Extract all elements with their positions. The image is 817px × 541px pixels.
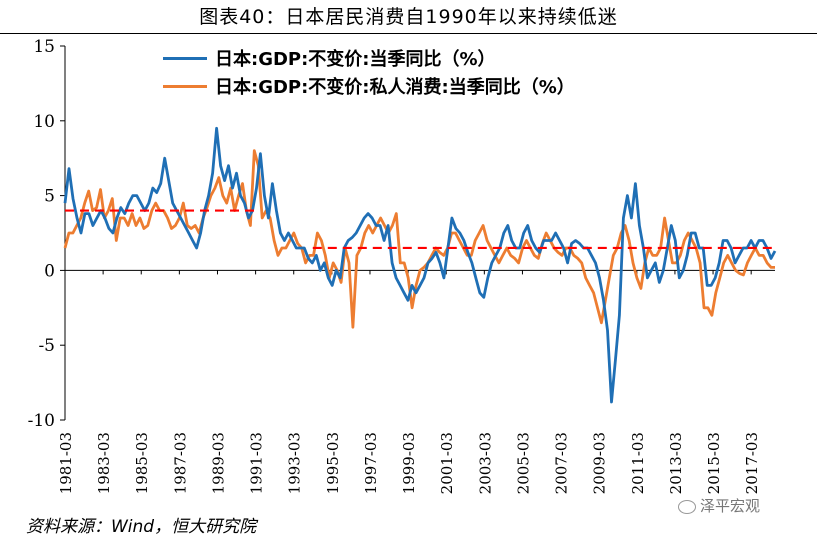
x-tick-label: 1999-03 xyxy=(400,432,418,494)
legend-entry-gdp: 日本:GDP:不变价:当季同比（%） xyxy=(163,44,575,72)
x-tick-label: 1991-03 xyxy=(248,432,266,494)
legend-swatch-gdp xyxy=(163,56,207,60)
consumption-series-line xyxy=(63,149,775,329)
x-tick-label: 1981-03 xyxy=(57,432,75,494)
y-tick-label: 10 xyxy=(33,112,55,132)
x-tick-label: 1995-03 xyxy=(324,432,342,494)
watermark: 泽平宏观 xyxy=(678,495,760,516)
x-tick-label: 2005-03 xyxy=(514,432,532,494)
x-tick-label: 1985-03 xyxy=(133,432,151,494)
chart-lines xyxy=(63,126,777,404)
chart-legend: 日本:GDP:不变价:当季同比（%） 日本:GDP:不变价:私人消费:当季同比（… xyxy=(163,44,575,100)
y-tick-label: 15 xyxy=(33,37,55,57)
x-tick-label: 2009-03 xyxy=(591,432,609,494)
x-tick-label: 2007-03 xyxy=(553,432,571,494)
y-tick-label: -5 xyxy=(38,336,55,356)
x-tick-label: 2001-03 xyxy=(438,432,456,494)
x-tick-label: 1983-03 xyxy=(95,432,113,494)
x-tick-label: 2011-03 xyxy=(629,432,647,494)
x-tick-label: 1987-03 xyxy=(171,432,189,494)
y-tick-label: -10 xyxy=(28,411,55,431)
x-tick-label: 2015-03 xyxy=(705,432,723,494)
x-tick-label: 2013-03 xyxy=(667,432,685,494)
legend-label-consumption: 日本:GDP:不变价:私人消费:当季同比（%） xyxy=(215,77,575,98)
x-tick-label: 1993-03 xyxy=(286,432,304,494)
legend-label-gdp: 日本:GDP:不变价:当季同比（%） xyxy=(215,49,496,70)
legend-entry-consumption: 日本:GDP:不变价:私人消费:当季同比（%） xyxy=(163,72,575,100)
legend-swatch-consumption xyxy=(163,84,207,88)
title-divider xyxy=(0,33,817,34)
x-tick-label: 2003-03 xyxy=(476,432,494,494)
x-tick-label: 2017-03 xyxy=(743,432,761,494)
source-note: 资料来源：Wind，恒大研究院 xyxy=(26,517,257,537)
x-tick-label: 1997-03 xyxy=(362,432,380,494)
watermark-text: 泽平宏观 xyxy=(700,497,761,515)
y-tick-label: 5 xyxy=(44,187,55,207)
x-tick-label: 1989-03 xyxy=(209,432,227,494)
wechat-icon xyxy=(678,499,696,514)
chart-title: 图表40：日本居民消费自1990年以来持续低迷 xyxy=(199,6,618,28)
y-tick-label: 0 xyxy=(44,261,55,281)
gdp-series-line xyxy=(63,126,777,404)
